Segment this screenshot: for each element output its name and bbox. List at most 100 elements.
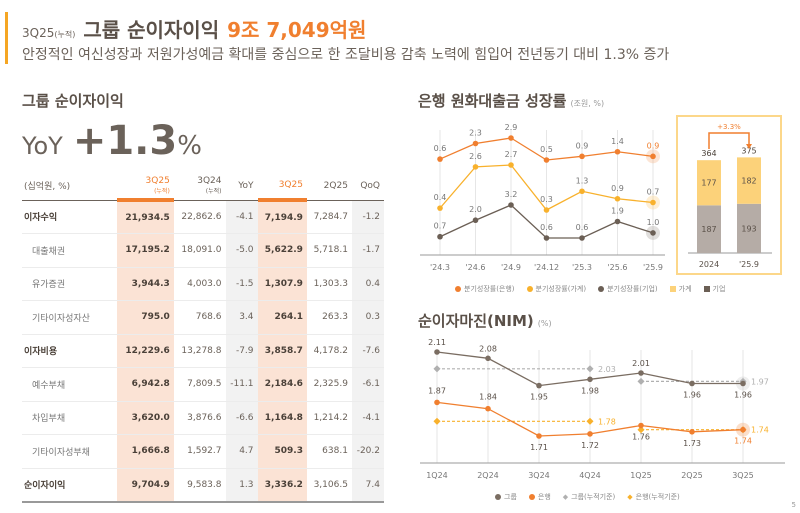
cumulative-point bbox=[433, 365, 441, 373]
table-cell: 5,622.9 bbox=[257, 233, 307, 268]
table-cell: 795.0 bbox=[117, 300, 174, 335]
table-cell: 4,003.0 bbox=[173, 267, 226, 301]
data-label: 2.7 bbox=[505, 150, 518, 159]
x-tick-label: 3Q25 bbox=[732, 471, 754, 480]
data-label: 2.9 bbox=[505, 123, 518, 132]
table-cell: -1.2 bbox=[351, 200, 384, 234]
table-cell: 7,194.9 bbox=[257, 200, 307, 234]
legend-item: 분기성장률(기업) bbox=[598, 284, 658, 294]
x-tick-label: '25.9 bbox=[739, 260, 759, 269]
col-header: 2Q25 bbox=[306, 172, 352, 201]
data-point bbox=[587, 431, 593, 437]
row-label: 이자수익 bbox=[22, 200, 117, 234]
legend-item: 분기성장률(가계) bbox=[526, 284, 586, 294]
table-unit: (십억원, %) bbox=[22, 172, 117, 201]
x-tick-label: 4Q24 bbox=[579, 471, 601, 480]
table-cell: -5.0 bbox=[225, 233, 258, 268]
data-point bbox=[434, 399, 440, 406]
x-tick-label: '24.6 bbox=[465, 263, 485, 270]
data-point bbox=[689, 380, 695, 387]
legend-item: 그룹 bbox=[495, 492, 517, 502]
data-point bbox=[740, 426, 746, 433]
bar-label: 182 bbox=[741, 177, 756, 186]
table-cell: -11.1 bbox=[225, 367, 258, 402]
data-label: 0.6 bbox=[540, 223, 553, 232]
data-label: 0.6 bbox=[434, 144, 447, 153]
data-point bbox=[485, 405, 491, 412]
table-cell: 5,718.1 bbox=[306, 233, 352, 268]
nii-table: (십억원, %) 3Q25 (누적) 3Q24 (누적) YoY 3Q25 2Q25… bbox=[22, 172, 384, 503]
bar-label: 187 bbox=[701, 225, 716, 234]
data-label: 2.0 bbox=[469, 205, 482, 214]
data-point bbox=[472, 140, 479, 147]
col-header: 3Q25 (누적) bbox=[117, 172, 174, 202]
table-cell: 3,858.7 bbox=[257, 334, 307, 368]
data-label: 0.9 bbox=[576, 141, 589, 150]
col-header: YoY bbox=[225, 172, 258, 201]
data-point bbox=[485, 355, 491, 362]
yoy-display: YoY +1.3% bbox=[22, 118, 202, 164]
data-point bbox=[543, 207, 550, 213]
cumulative-point bbox=[637, 377, 645, 385]
data-label: 0.7 bbox=[647, 188, 660, 197]
row-label: 대출채권 bbox=[22, 233, 117, 268]
data-label: 0.3 bbox=[540, 195, 553, 204]
data-label: 0.5 bbox=[540, 145, 553, 154]
x-tick-label: '25.3 bbox=[572, 263, 592, 270]
table-cell: -20.2 bbox=[351, 434, 384, 469]
legend-item: 가계 bbox=[669, 284, 692, 294]
data-point bbox=[650, 199, 656, 206]
data-point bbox=[614, 195, 621, 202]
table-cell: 1,307.9 bbox=[257, 267, 307, 301]
bar-segment bbox=[737, 203, 761, 253]
table-cell: -1.7 bbox=[351, 233, 384, 268]
table-cell: 13,278.8 bbox=[173, 334, 226, 368]
data-label: 1.95 bbox=[530, 393, 548, 402]
bar-label: 193 bbox=[741, 224, 756, 233]
data-point bbox=[579, 153, 585, 160]
table-cell: 509.3 bbox=[257, 434, 307, 469]
table-cell: 6,942.8 bbox=[117, 367, 174, 402]
table-cell: 1,592.7 bbox=[173, 434, 226, 469]
table-cell: 264.1 bbox=[257, 300, 307, 335]
accent-bar bbox=[5, 12, 8, 64]
table-row: 기타이자성부채 1,666.8 1,592.7 4.7 509.3 638.1 -20.2 bbox=[22, 434, 384, 469]
table-cell: 3,336.2 bbox=[257, 468, 307, 503]
growth-label: +3.3% bbox=[717, 123, 741, 131]
table-row: 이자비용 12,229.6 13,278.8 -7.9 3,858.7 4,178.2 -7… bbox=[22, 334, 384, 368]
x-tick-label: 3Q24 bbox=[528, 471, 550, 480]
headline-title: 그룹 순이자이익 bbox=[83, 18, 220, 42]
x-tick-label: 2Q24 bbox=[477, 471, 499, 480]
arrow-head-icon bbox=[746, 144, 752, 149]
x-tick-label: 1Q24 bbox=[426, 471, 448, 480]
table-cell: 0.3 bbox=[351, 300, 384, 335]
data-point bbox=[536, 382, 542, 389]
legend-item: 은행 bbox=[528, 492, 551, 502]
table-cell: 2,325.9 bbox=[306, 367, 352, 402]
bar-total-label: 375 bbox=[741, 146, 756, 155]
nim-line-chart: 1Q24 2Q24 3Q24 4Q24 1Q25 2Q25 3Q25 2.03 1.97 1.78… bbox=[420, 338, 785, 480]
data-point bbox=[437, 233, 443, 240]
data-label: 1.4 bbox=[611, 137, 624, 146]
x-tick-label: '24.3 bbox=[430, 263, 450, 270]
table-cell: 3,106.5 bbox=[306, 468, 352, 503]
data-label: 1.96 bbox=[683, 391, 701, 400]
data-point bbox=[472, 164, 479, 170]
data-point bbox=[587, 376, 593, 383]
legend-item: 분기성장률(은행) bbox=[455, 284, 515, 294]
row-label: 기타이자성부채 bbox=[22, 434, 117, 469]
table-cell: 4.7 bbox=[225, 434, 258, 469]
data-label: 1.87 bbox=[428, 386, 446, 395]
bar-segment bbox=[697, 160, 721, 206]
data-point bbox=[579, 235, 585, 241]
x-tick-label: '24.12 bbox=[534, 263, 559, 270]
x-tick-label: 1Q25 bbox=[630, 471, 652, 480]
table-cell: 9,704.9 bbox=[117, 468, 174, 503]
table-cell: 12,229.6 bbox=[117, 334, 174, 368]
yoy-label: YoY bbox=[22, 132, 63, 160]
table-row: 대출채권 17,195.2 18,091.0 -5.0 5,622.9 5,718.1 -1… bbox=[22, 233, 384, 268]
nim-legend: 그룹 은행 ◆ 그룹(누적기준) ◆ 은행(누적기준) bbox=[495, 492, 680, 502]
table-cell: 7.4 bbox=[351, 468, 384, 503]
loan-growth-legend: 분기성장률(은행) 분기성장률(가계) 분기성장률(기업) 가계 기업 bbox=[455, 284, 725, 294]
data-point bbox=[614, 218, 621, 225]
